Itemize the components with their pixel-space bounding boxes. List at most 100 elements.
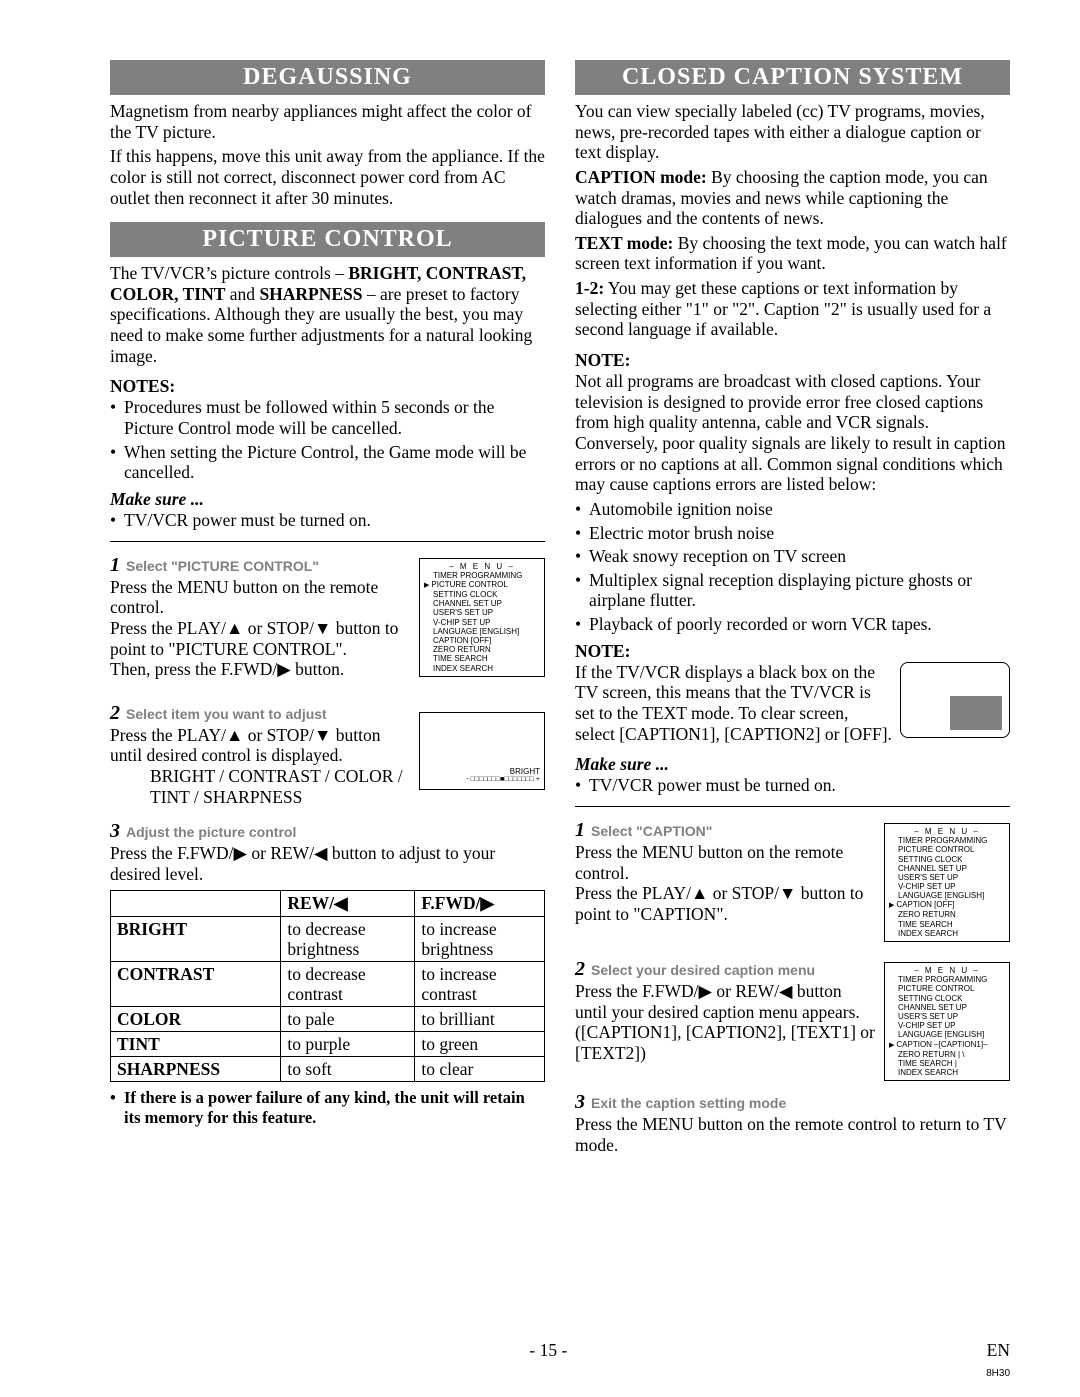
picture-control-title: PICTURE CONTROL xyxy=(110,222,545,257)
step-label: Select your desired caption menu xyxy=(591,962,815,978)
step-number: 3 xyxy=(110,820,120,843)
degaussing-title: DEGAUSSING xyxy=(110,60,545,95)
cc-step2-body1: Press the F.FWD/▶ or REW/◀ button until … xyxy=(575,981,876,1022)
divider xyxy=(575,806,1010,807)
osd-item: SETTING CLOCK xyxy=(424,590,540,599)
picture-step-3: 3 Adjust the picture control Press the F… xyxy=(110,820,545,884)
cc-makesure-label: Make sure ... xyxy=(575,754,1010,775)
osd-title: – M E N U – xyxy=(424,562,540,571)
osd-item: SETTING CLOCK xyxy=(889,855,1005,864)
right-column: CLOSED CAPTION SYSTEM You can view speci… xyxy=(575,60,1010,1155)
picture-intro-bold2: SHARPNESS xyxy=(259,284,362,304)
note2-block: If the TV/VCR displays a black box on th… xyxy=(575,662,1010,749)
osd-item: PICTURE CONTROL xyxy=(889,984,1005,993)
osd-menu-1: – M E N U – TIMER PROGRAMMING PICTURE CO… xyxy=(419,558,545,677)
step-label: Exit the caption setting mode xyxy=(591,1095,786,1111)
makesure-list: TV/VCR power must be turned on. xyxy=(110,510,545,531)
table-header xyxy=(111,891,281,916)
osd-item: CHANNEL SET UP xyxy=(889,1003,1005,1012)
bright-osd: BRIGHT - □□□□□□□■□□□□□□□ + xyxy=(419,712,545,790)
table-cell: SHARPNESS xyxy=(111,1057,281,1082)
step1-body1: Press the MENU button on the remote cont… xyxy=(110,577,411,618)
cc-step3-body1: Press the MENU button on the remote cont… xyxy=(575,1114,1010,1155)
cc-p1: You can view specially labeled (cc) TV p… xyxy=(575,101,1010,163)
osd-title: – M E N U – xyxy=(889,966,1005,975)
degaussing-p2: If this happens, move this unit away fro… xyxy=(110,146,545,208)
picture-intro-mid: and xyxy=(225,284,259,304)
tv-inner-box xyxy=(950,696,1002,730)
osd-item: CAPTION –[CAPTION1]– xyxy=(889,1040,1005,1050)
osd-item: ZERO RETURN xyxy=(424,645,540,654)
osd-box: – M E N U – TIMER PROGRAMMING PICTURE CO… xyxy=(884,823,1010,942)
step1-body3: Then, press the F.FWD/▶ button. xyxy=(110,659,411,680)
text-mode-label: TEXT mode: xyxy=(575,233,673,253)
note1-list: Automobile ignition noise Electric motor… xyxy=(575,499,1010,635)
cc-one-two: 1-2: You may get these captions or text … xyxy=(575,278,1010,340)
note2-label: NOTE: xyxy=(575,641,1010,662)
osd-item: CAPTION [OFF] xyxy=(889,900,1005,910)
notes-label: NOTES: xyxy=(110,376,545,397)
cc-step1-body2: Press the PLAY/▲ or STOP/▼ button to poi… xyxy=(575,883,876,924)
note1-item: Weak snowy reception on TV screen xyxy=(575,546,1010,567)
osd-item: USER'S SET UP xyxy=(889,1012,1005,1021)
osd-item: CHANNEL SET UP xyxy=(889,864,1005,873)
bright-bar: - □□□□□□□■□□□□□□□ + xyxy=(466,776,540,784)
step-number: 1 xyxy=(575,819,585,842)
osd-item: TIMER PROGRAMMING xyxy=(424,571,540,580)
osd-item: TIMER PROGRAMMING xyxy=(889,975,1005,984)
retain-note-list: If there is a power failure of any kind,… xyxy=(110,1088,545,1127)
step-number: 3 xyxy=(575,1091,585,1114)
tv-screen-icon xyxy=(900,662,1010,738)
notes-item: Procedures must be followed within 5 sec… xyxy=(110,397,545,438)
table-cell: to decrease brightness xyxy=(281,916,415,961)
table-cell: to pale xyxy=(281,1007,415,1032)
notes-list: Procedures must be followed within 5 sec… xyxy=(110,397,545,483)
notes-item: When setting the Picture Control, the Ga… xyxy=(110,442,545,483)
bright-box: BRIGHT - □□□□□□□■□□□□□□□ + xyxy=(419,712,545,790)
step2-list: BRIGHT / CONTRAST / COLOR / TINT / SHARP… xyxy=(150,766,411,808)
table-row: SHARPNESS to soft to clear xyxy=(111,1057,545,1082)
table-cell: to brilliant xyxy=(415,1007,545,1032)
table-cell: to green xyxy=(415,1032,545,1057)
note1-body: Not all programs are broadcast with clos… xyxy=(575,371,1010,495)
osd-item: ZERO RETURN | \ xyxy=(889,1050,1005,1059)
step-number: 2 xyxy=(575,958,585,981)
osd-item: TIME SEARCH xyxy=(424,654,540,663)
closed-caption-title: CLOSED CAPTION SYSTEM xyxy=(575,60,1010,95)
osd-item: ZERO RETURN xyxy=(889,910,1005,919)
picture-step-2: 2 Select item you want to adjust Press t… xyxy=(110,696,545,808)
cc-step-2: 2 Select your desired caption menu Press… xyxy=(575,952,1010,1081)
page-footer: - 15 - EN xyxy=(110,1340,1010,1361)
page-number: - 15 - xyxy=(529,1340,567,1361)
makesure-item: TV/VCR power must be turned on. xyxy=(110,510,545,531)
osd-item: USER'S SET UP xyxy=(889,873,1005,882)
table-row: CONTRAST to decrease contrast to increas… xyxy=(111,961,545,1006)
picture-intro: The TV/VCR’s picture controls – BRIGHT, … xyxy=(110,263,545,366)
osd-item: USER'S SET UP xyxy=(424,608,540,617)
note1-item: Automobile ignition noise xyxy=(575,499,1010,520)
table-cell: to increase contrast xyxy=(415,961,545,1006)
step-number: 1 xyxy=(110,554,120,577)
step-label: Adjust the picture control xyxy=(126,824,296,840)
picture-step-1: 1 Select "PICTURE CONTROL" Press the MEN… xyxy=(110,548,545,680)
osd-item: LANGUAGE [ENGLISH] xyxy=(889,891,1005,900)
one-two-body: You may get these captions or text infor… xyxy=(575,278,991,339)
table-cell: COLOR xyxy=(111,1007,281,1032)
lang-code: EN xyxy=(987,1340,1010,1361)
table-cell: to purple xyxy=(281,1032,415,1057)
cc-step2-body2: ([CAPTION1], [CAPTION2], [TEXT1] or [TEX… xyxy=(575,1022,876,1063)
table-cell: BRIGHT xyxy=(111,916,281,961)
doc-code: 8H30 xyxy=(986,1368,1010,1379)
table-row: COLOR to pale to brilliant xyxy=(111,1007,545,1032)
cc-step1-text: 1 Select "CAPTION" Press the MENU button… xyxy=(575,813,876,925)
osd-item: V-CHIP SET UP xyxy=(889,882,1005,891)
note2-body: If the TV/VCR displays a black box on th… xyxy=(575,662,892,745)
step-label: Select item you want to adjust xyxy=(126,706,327,722)
one-two-label: 1-2: xyxy=(575,278,604,298)
osd-item: V-CHIP SET UP xyxy=(424,618,540,627)
osd-box: – M E N U – TIMER PROGRAMMING PICTURE CO… xyxy=(884,962,1010,1081)
picture-intro-a: The TV/VCR’s picture controls – xyxy=(110,263,348,283)
cc-step-3: 3 Exit the caption setting mode Press th… xyxy=(575,1091,1010,1155)
step1-body2: Press the PLAY/▲ or STOP/▼ button to poi… xyxy=(110,618,411,659)
caption-mode-label: CAPTION mode: xyxy=(575,167,707,187)
